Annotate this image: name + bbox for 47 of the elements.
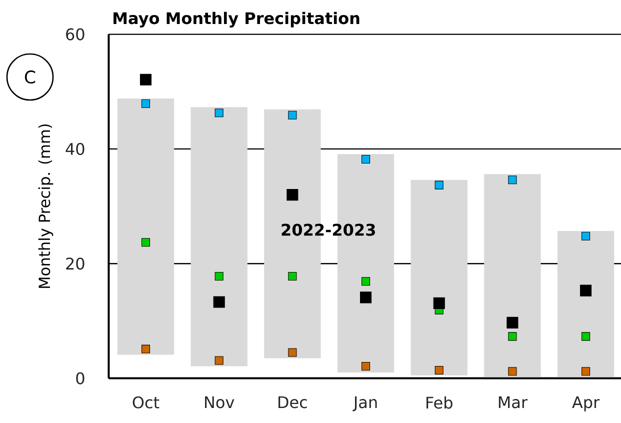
bar xyxy=(117,98,174,355)
point xyxy=(580,284,592,296)
y-axis-title: Monthly Precip. (mm) xyxy=(38,124,54,288)
bar xyxy=(410,180,468,376)
point xyxy=(214,272,224,281)
point xyxy=(582,232,590,240)
point xyxy=(213,296,225,308)
x-tick-label: Oct xyxy=(132,396,160,408)
point xyxy=(433,297,445,309)
y-tick-label: 20 xyxy=(66,258,84,270)
point xyxy=(288,348,297,357)
x-tick-label: Nov xyxy=(205,396,234,408)
point xyxy=(508,332,517,341)
point xyxy=(141,238,150,247)
point xyxy=(360,292,372,304)
series-label: 2022-2023 xyxy=(282,224,375,236)
bar xyxy=(190,107,248,366)
point xyxy=(214,108,224,118)
y-tick-label: 40 xyxy=(66,142,84,156)
point xyxy=(361,362,370,371)
point xyxy=(286,189,298,201)
point xyxy=(582,367,590,376)
point xyxy=(506,316,518,328)
point xyxy=(508,367,517,376)
point xyxy=(141,344,150,354)
point xyxy=(288,110,297,120)
point xyxy=(434,366,444,375)
point xyxy=(434,180,444,190)
point xyxy=(140,74,152,86)
chart-title: Mayo Monthly Precipitation xyxy=(114,12,360,28)
x-tick-label: Jan xyxy=(352,396,377,412)
point xyxy=(361,155,370,164)
y-tick-label: 0 xyxy=(76,372,84,384)
text: C xyxy=(24,70,36,84)
point xyxy=(214,356,224,365)
x-tick-label: Mar xyxy=(498,396,528,408)
bar xyxy=(557,230,614,378)
point xyxy=(288,272,297,281)
point xyxy=(141,99,150,108)
point xyxy=(508,176,517,184)
x-tick-label: Apr xyxy=(572,396,600,412)
point xyxy=(361,277,370,286)
point xyxy=(582,332,590,341)
bar xyxy=(484,174,541,378)
x-tick-label: Dec xyxy=(278,396,307,408)
x-tick-label: Feb xyxy=(426,396,452,409)
y-tick-label: 60 xyxy=(66,28,84,40)
